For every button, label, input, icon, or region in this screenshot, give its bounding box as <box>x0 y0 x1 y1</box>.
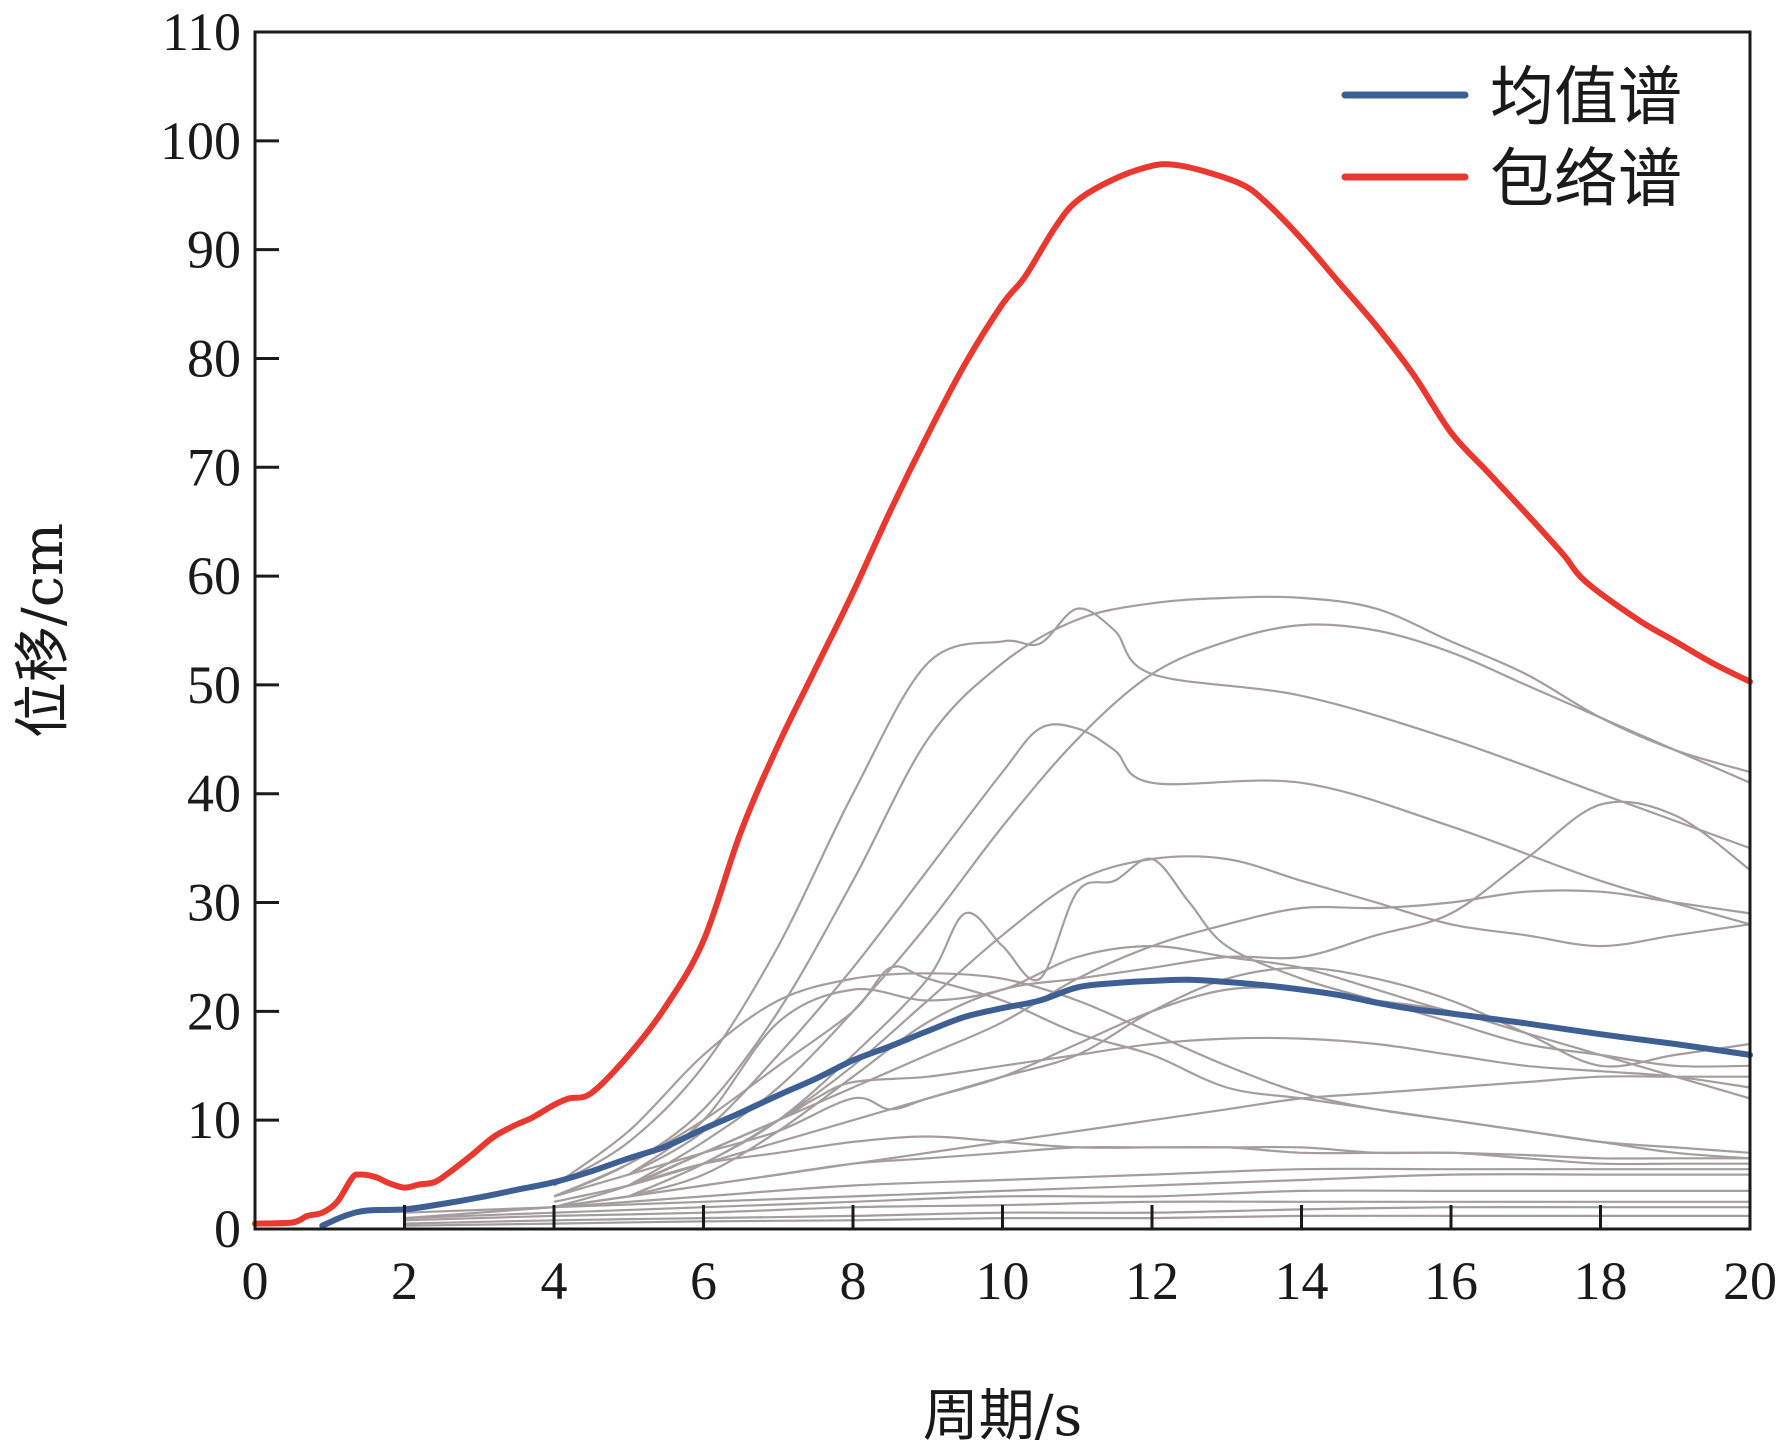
legend-label-envelope: 包络谱 <box>1490 143 1682 217</box>
y-tick-label: 90 <box>187 220 241 280</box>
record-spectrum-line-10 <box>553 965 1751 1198</box>
record-spectrum-line-1 <box>553 595 1751 1198</box>
record-spectrum-line-6 <box>628 857 1751 1198</box>
y-tick-label: 0 <box>214 1199 241 1259</box>
legend-label-mean: 均值谱 <box>1490 61 1682 135</box>
record-spectrum-line-19 <box>404 1205 1750 1225</box>
y-tick-label: 40 <box>187 764 241 824</box>
record-spectrum-line-16 <box>404 1173 1750 1214</box>
record-spectrum-line-21 <box>553 1075 1750 1209</box>
x-tick-label: 4 <box>541 1251 568 1311</box>
x-tick-label: 14 <box>1275 1251 1329 1311</box>
y-tick-label: 20 <box>187 981 241 1041</box>
record-spectrum-line-12 <box>553 966 1751 1198</box>
x-tick-label: 0 <box>242 1251 269 1311</box>
x-tick-label: 6 <box>690 1251 717 1311</box>
envelope-spectrum-line <box>252 161 1753 1227</box>
y-tick-label: 50 <box>187 655 241 715</box>
record-spectrum-line-3 <box>628 623 1751 1187</box>
record-spectrum-line-20 <box>404 1214 1750 1227</box>
record-spectrum-line-7 <box>628 800 1751 1198</box>
record-spectrum-line-11 <box>628 1036 1751 1187</box>
record-spectrum-line-17 <box>404 1189 1750 1220</box>
record-spectrum-line-4 <box>628 723 1751 1176</box>
y-tick-label: 10 <box>187 1090 241 1150</box>
x-tick-label: 2 <box>391 1251 418 1311</box>
x-tick-label: 16 <box>1424 1251 1478 1311</box>
x-axis-title: 周期/s <box>923 1384 1083 1449</box>
y-tick-label: 60 <box>187 546 241 606</box>
y-tick-label: 110 <box>162 2 241 62</box>
y-tick-label: 30 <box>187 873 241 933</box>
y-tick-label: 100 <box>160 111 241 171</box>
x-tick-label: 12 <box>1125 1251 1179 1311</box>
axes-group: 0 2 4 6 8 10 12 14 16 18 20 0 10 20 30 40 50 60 70 80 90 100 1… <box>160 2 1777 1311</box>
x-tick-label: 20 <box>1723 1251 1777 1311</box>
record-spectrum-line-5 <box>628 855 1751 1198</box>
record-spectrum-line-22 <box>553 986 1751 1203</box>
x-tick-label: 8 <box>840 1251 867 1311</box>
x-tick-label: 10 <box>976 1251 1030 1311</box>
summary-spectra-group <box>252 161 1753 1229</box>
y-axis-title: 位移/cm <box>11 523 76 738</box>
mean-spectrum-line <box>319 976 1753 1229</box>
y-tick-label: 80 <box>187 328 241 388</box>
record-spectrum-line-18 <box>404 1200 1750 1222</box>
x-tick-label: 18 <box>1574 1251 1628 1311</box>
record-spectrum-line-15 <box>404 1167 1750 1220</box>
record-spectrum-line-2 <box>553 607 1751 1187</box>
y-tick-label: 70 <box>187 437 241 497</box>
